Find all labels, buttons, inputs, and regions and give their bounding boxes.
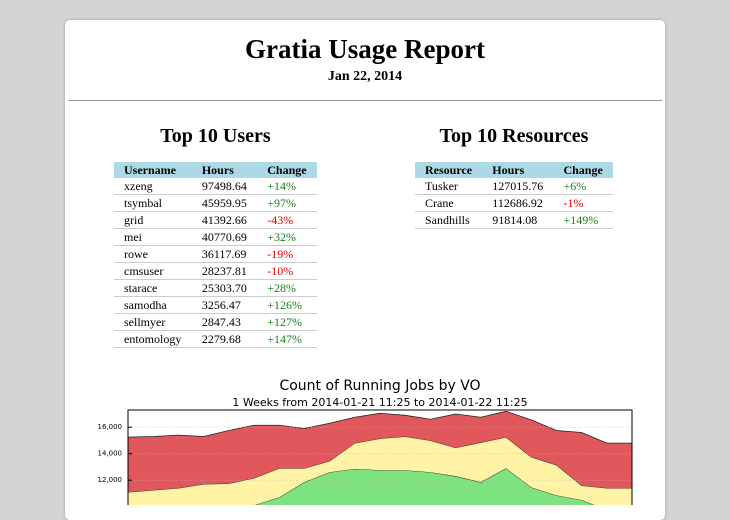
- chart: Count of Running Jobs by VO 1 Weeks from…: [98, 378, 633, 505]
- area: [128, 411, 632, 493]
- section-title: Top 10 Users: [160, 125, 271, 147]
- table-cell: xzeng: [114, 178, 192, 195]
- table-cell: Crane: [415, 194, 483, 212]
- users-table: Username Hours Change xzeng 97498.64 +14% tsym…: [114, 162, 317, 348]
- table-cell: tsymbal: [114, 194, 192, 212]
- column-header: Username: [114, 162, 192, 178]
- table-cell: +97%: [257, 194, 317, 212]
- table-row: entomology 2279.68 +147%: [114, 330, 317, 348]
- table-cell: -10%: [257, 262, 317, 280]
- table-row: samodha 3256.47 +126%: [114, 296, 317, 314]
- table-cell: 25303.70: [191, 279, 258, 297]
- y-tick-label: 14,000: [98, 450, 123, 458]
- column-header: Hours: [191, 162, 258, 178]
- table-row: Tusker 127015.76 +6%: [415, 178, 613, 195]
- table-cell: 2279.68: [191, 330, 258, 348]
- table-cell: Tusker: [415, 178, 483, 195]
- resources-table: Resource Hours Change Tusker 127015.76 +6% Cra…: [415, 162, 613, 229]
- table-cell: +6%: [553, 178, 613, 195]
- table-cell: +147%: [257, 330, 317, 348]
- table-cell: sellmyer: [114, 313, 192, 331]
- table-cell: 40770.69: [191, 228, 258, 246]
- table-cell: +14%: [257, 178, 317, 195]
- y-tick-label: 16,000: [98, 423, 123, 431]
- report-title: Gratia Usage Report: [245, 34, 485, 64]
- table-cell: cmsuser: [114, 262, 192, 280]
- table-cell: 45959.95: [191, 194, 258, 212]
- table-cell: +32%: [257, 228, 317, 246]
- table-cell: entomology: [114, 330, 192, 348]
- table-cell: -19%: [257, 245, 317, 263]
- table-row: grid 41392.66 -43%: [114, 211, 317, 229]
- column-header: Hours: [482, 162, 554, 178]
- y-tick-label: 12,000: [98, 476, 123, 484]
- divider: [68, 100, 662, 101]
- column-header: Resource: [415, 162, 483, 178]
- area: [254, 468, 595, 505]
- header-row: Username Hours Change: [114, 162, 317, 178]
- table-cell: +126%: [257, 296, 317, 314]
- table-cell: +149%: [553, 211, 613, 229]
- table-cell: -1%: [553, 194, 613, 212]
- column-header: Change: [257, 162, 317, 178]
- table-cell: 91814.08: [482, 211, 554, 229]
- table-row: Sandhills 91814.08 +149%: [415, 211, 613, 229]
- table-cell: 97498.64: [191, 178, 258, 195]
- table-cell: 3256.47: [191, 296, 258, 314]
- table-cell: starace: [114, 279, 192, 297]
- plot-frame: [127, 409, 633, 505]
- table-cell: mei: [114, 228, 192, 246]
- table-cell: samodha: [114, 296, 192, 314]
- table-row: Crane 112686.92 -1%: [415, 194, 613, 212]
- table-row: rowe 36117.69 -19%: [114, 245, 317, 263]
- table-cell: 2847.43: [191, 313, 258, 331]
- table-cell: 112686.92: [482, 194, 554, 212]
- table-cell: Sandhills: [415, 211, 483, 229]
- report-date: Jan 22, 2014: [327, 69, 403, 84]
- table-row: cmsuser 28237.81 -10%: [114, 262, 317, 280]
- table-cell: 36117.69: [191, 245, 258, 263]
- table-row: xzeng 97498.64 +14%: [114, 178, 317, 195]
- table-cell: 41392.66: [191, 211, 258, 229]
- chart-title: Count of Running Jobs by VO: [279, 378, 480, 394]
- table-cell: rowe: [114, 245, 192, 263]
- table-row: tsymbal 45959.95 +97%: [114, 194, 317, 212]
- table-cell: -43%: [257, 211, 317, 229]
- chart-subtitle: 1 Weeks from 2014-01-21 11:25 to 2014-01…: [232, 396, 527, 409]
- column-header: Change: [553, 162, 613, 178]
- header-row: Resource Hours Change: [415, 162, 613, 178]
- section-title: Top 10 Resources: [439, 125, 589, 147]
- table-cell: 28237.81: [191, 262, 258, 280]
- page: {"header": {"title": "Gratia Usage Repor…: [65, 20, 665, 520]
- table-cell: grid: [114, 211, 192, 229]
- table-row: mei 40770.69 +32%: [114, 228, 317, 246]
- table-row: starace 25303.70 +28%: [114, 279, 317, 297]
- table-cell: +127%: [257, 313, 317, 331]
- table-row: sellmyer 2847.43 +127%: [114, 313, 317, 331]
- table-cell: +28%: [257, 279, 317, 297]
- table-cell: 127015.76: [482, 178, 554, 195]
